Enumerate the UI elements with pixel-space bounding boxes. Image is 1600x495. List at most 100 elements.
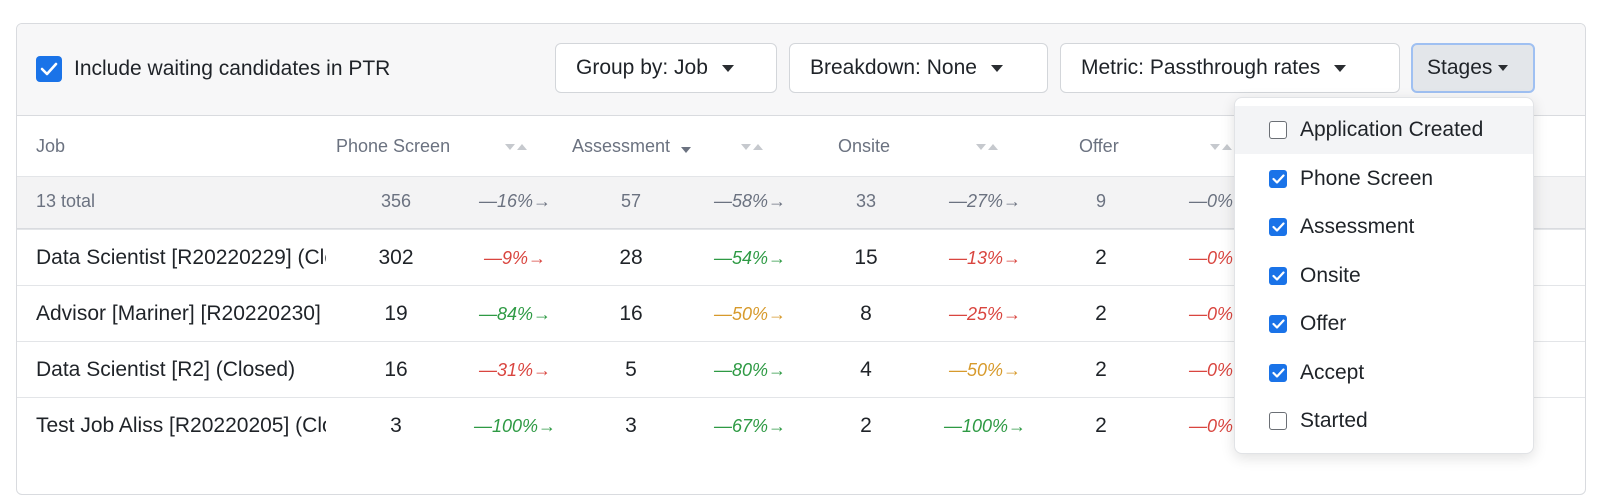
chevron-down-icon [1498, 65, 1509, 71]
column-header-assessment[interactable]: Assessment [572, 136, 671, 156]
count-cell: 356 [380, 191, 412, 211]
rate-value: 27% [966, 191, 1004, 211]
count-cell: 4 [860, 358, 872, 381]
rate-value: 13% [966, 248, 1004, 268]
dash-line: — [1188, 304, 1207, 324]
stage-option[interactable]: Offer [1235, 300, 1533, 348]
checkbox-checked-icon[interactable] [1269, 266, 1287, 285]
rate-value: 80% [731, 360, 769, 380]
arrow-right-icon: → [768, 304, 787, 324]
include-waiting-toggle[interactable]: Include waiting candidates in PTR [36, 56, 390, 82]
dash-line: — [713, 248, 732, 268]
group-by-dropdown[interactable]: Group by: Job [555, 43, 777, 93]
breakdown-dropdown[interactable]: Breakdown: None [789, 43, 1048, 93]
count-cell: 3 [390, 414, 402, 437]
sort-icon[interactable] [741, 142, 765, 152]
chevron-down-icon [990, 64, 1003, 72]
count-cell: 28 [619, 246, 643, 269]
arrow-right-icon: → [1003, 248, 1022, 268]
rate-cell: —31%→ [455, 360, 575, 381]
checkmark-icon [1271, 270, 1285, 281]
checkbox-unchecked-icon[interactable] [1269, 412, 1287, 430]
sort-desc-icon[interactable] [681, 147, 691, 153]
dash-line: — [713, 360, 732, 380]
stage-option-label: Offer [1300, 312, 1347, 335]
count-cell: 9 [1095, 191, 1106, 211]
dash-line: — [713, 191, 732, 211]
job-name-cell[interactable]: Data Scientist [R20220229] (Closed) [36, 246, 326, 269]
stage-option[interactable]: Onsite [1235, 252, 1533, 300]
rate-cell: —25%→ [925, 304, 1045, 325]
table-row[interactable]: Data Scientist [R20220229] (Closed)302—9… [17, 229, 1585, 286]
dash-line: — [1188, 416, 1207, 436]
rate-value: 100% [961, 416, 1009, 436]
count-cell: 19 [384, 302, 408, 325]
rate-value: 50% [731, 304, 769, 324]
count-cell: 3 [625, 414, 637, 437]
rate-value: 50% [966, 360, 1004, 380]
checkmark-icon [40, 62, 58, 76]
count-cell: 57 [620, 191, 642, 211]
arrow-right-icon: → [1003, 304, 1022, 324]
rate-value: 58% [731, 191, 769, 211]
breakdown-label: Breakdown: None [810, 56, 977, 79]
sort-icon[interactable] [976, 142, 1000, 152]
job-name-cell[interactable]: Advisor [Mariner] [R20220230] [36, 302, 321, 325]
dash-line: — [1188, 191, 1207, 211]
column-header-offer[interactable]: Offer [1079, 136, 1119, 156]
table-row[interactable]: Test Job Aliss [R20220205] (Closed) 3 — 100… [17, 397, 1585, 454]
rate-cell: —54%→ [690, 248, 810, 269]
rate-value: 0% [1206, 191, 1233, 211]
rate-cell: —13%→ [925, 248, 1045, 269]
checkbox-checked-icon[interactable] [1269, 169, 1287, 188]
rate-value: 0% [1206, 360, 1233, 380]
chevron-down-icon [1334, 64, 1347, 72]
dash-line: — [948, 304, 967, 324]
checkbox-checked-icon[interactable] [1269, 218, 1287, 236]
checkmark-icon [1271, 173, 1285, 184]
checkbox-checked-icon[interactable] [1269, 363, 1287, 382]
checkmark-icon [1271, 222, 1285, 232]
stage-option[interactable]: Started [1235, 397, 1533, 445]
column-header-onsite[interactable]: Onsite [838, 136, 891, 156]
sort-icon[interactable] [1210, 142, 1234, 152]
rate-value: 84% [496, 304, 534, 324]
total-label: 13 total [36, 191, 96, 211]
checkbox-checked-icon[interactable] [1269, 315, 1287, 333]
rate-cell: —27%→ [925, 191, 1045, 212]
sort-icon[interactable] [505, 142, 529, 152]
table-row[interactable]: Data Scientist [R2] (Closed) 16 —31%→ 5 —80%… [17, 341, 1585, 398]
stage-option-label: Phone Screen [1300, 166, 1434, 190]
column-header-phone-screen[interactable]: Phone Screen [336, 136, 451, 156]
dash-line: — [1188, 360, 1207, 380]
job-name-cell[interactable]: Data Scientist [R2] (Closed) [36, 358, 296, 381]
stage-option-label: Started [1300, 409, 1368, 432]
dash-line: — [1188, 248, 1207, 268]
dash-line: — [948, 191, 967, 211]
arrow-right-icon: → [1003, 360, 1022, 380]
rate-value: 100% [491, 416, 539, 436]
checkbox-unchecked-icon[interactable] [1269, 121, 1287, 139]
stages-dropdown[interactable]: Stages [1411, 43, 1535, 93]
stage-option[interactable]: Accept [1235, 349, 1533, 397]
rate-value: 16% [496, 191, 534, 211]
include-waiting-checkbox[interactable] [36, 56, 62, 82]
dash-line: — [478, 360, 497, 380]
dash-line: — [478, 304, 497, 324]
stage-option[interactable]: Assessment [1235, 203, 1533, 251]
metric-dropdown[interactable]: Metric: Passthrough rates [1060, 43, 1400, 93]
checkmark-icon [1271, 367, 1285, 378]
stage-option[interactable]: Application Created [1235, 106, 1533, 154]
count-cell: 2 [1095, 302, 1107, 325]
stage-option-label: Onsite [1300, 263, 1361, 287]
job-name-cell[interactable]: Test Job Aliss [R20220205] (Closed) [36, 414, 326, 437]
dash-line: — [948, 360, 967, 380]
column-header-job[interactable]: Job [36, 136, 66, 156]
rate-value: 0% [1206, 416, 1233, 436]
count-cell: 2 [860, 414, 872, 437]
stage-option[interactable]: Phone Screen [1235, 155, 1533, 203]
count-cell: 5 [625, 358, 637, 381]
arrow-right-icon: → [768, 360, 787, 380]
table-header: Job Phone Screen Assessment Onsite Offer [17, 116, 1585, 176]
dash-line: — [713, 416, 732, 436]
